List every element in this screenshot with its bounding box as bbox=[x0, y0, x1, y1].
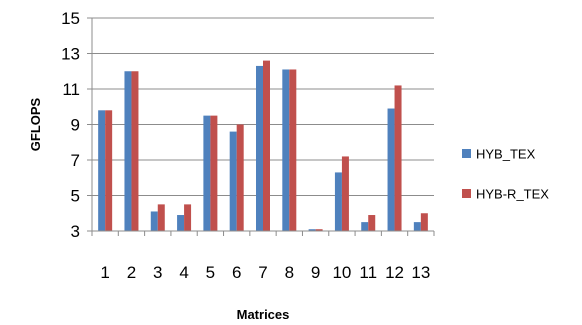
bar-hyb_tex-6 bbox=[229, 131, 237, 231]
bar-hyb-r_tex-10 bbox=[341, 156, 349, 231]
legend: HYB_TEX HYB-R_TEX bbox=[462, 147, 549, 202]
y-tick-label-3: 3 bbox=[71, 222, 80, 241]
x-tick-labels: 1 2 3 4 5 6 7 8 9 10 11 12 13 bbox=[100, 263, 430, 282]
x-tick-label-5: 5 bbox=[206, 263, 215, 282]
x-tick-label-11: 11 bbox=[359, 263, 377, 282]
bar-hyb_tex-1 bbox=[98, 110, 106, 231]
bar-hyb-r_tex-7 bbox=[263, 60, 270, 231]
bar-hyb-r_tex-9 bbox=[315, 229, 323, 231]
axes bbox=[87, 17, 435, 236]
x-tick-label-9: 9 bbox=[311, 263, 320, 282]
bar-hyb-r_tex-13 bbox=[420, 213, 428, 231]
x-tick-label-3: 3 bbox=[153, 263, 162, 282]
x-tick-label-8: 8 bbox=[285, 263, 294, 282]
bar-hyb_tex-7 bbox=[256, 65, 263, 231]
bar-hyb-r_tex-6 bbox=[236, 124, 244, 231]
x-tick-label-7: 7 bbox=[258, 263, 267, 282]
bar-hyb_tex-10 bbox=[334, 172, 342, 231]
bar-hyb-r_tex-2 bbox=[131, 71, 139, 231]
y-tick-label-15: 15 bbox=[61, 9, 80, 28]
y-axis-title: GFLOPS bbox=[28, 97, 43, 151]
legend-swatch-hyb-r_tex bbox=[462, 189, 471, 198]
legend-swatch-hyb_tex bbox=[462, 149, 471, 158]
bar-hyb_tex-5 bbox=[203, 115, 211, 231]
bar-hyb_tex-13 bbox=[413, 222, 421, 231]
x-axis-title: Matrices bbox=[237, 307, 290, 322]
legend-label-hyb-r_tex: HYB-R_TEX bbox=[476, 187, 549, 202]
x-tick-label-13: 13 bbox=[411, 263, 430, 282]
x-tick-label-12: 12 bbox=[385, 263, 404, 282]
y-tick-label-9: 9 bbox=[71, 116, 80, 135]
x-tick-label-4: 4 bbox=[179, 263, 188, 282]
bar-hyb_tex-3 bbox=[150, 211, 158, 231]
bar-hyb_tex-2 bbox=[124, 71, 132, 231]
bar-hyb-r_tex-8 bbox=[289, 69, 297, 231]
bar-hyb_tex-11 bbox=[361, 222, 369, 231]
x-tick-label-1: 1 bbox=[100, 263, 109, 282]
bar-hyb-r_tex-5 bbox=[210, 115, 218, 231]
bar-hyb_tex-12 bbox=[387, 108, 395, 231]
bars bbox=[98, 60, 428, 231]
bar-hyb-r_tex-12 bbox=[394, 85, 402, 231]
bar-hyb-r_tex-11 bbox=[368, 215, 376, 231]
x-tick-label-10: 10 bbox=[332, 263, 351, 282]
y-tick-labels: 3 5 7 9 11 13 15 bbox=[61, 9, 80, 241]
bar-hyb_tex-4 bbox=[177, 215, 185, 231]
x-tick-label-6: 6 bbox=[232, 263, 241, 282]
bar-hyb_tex-9 bbox=[308, 229, 316, 231]
bar-hyb-r_tex-3 bbox=[157, 204, 165, 231]
bar-hyb_tex-8 bbox=[282, 69, 290, 231]
x-tick-label-2: 2 bbox=[127, 263, 136, 282]
y-tick-label-7: 7 bbox=[71, 151, 80, 170]
y-tick-label-13: 13 bbox=[61, 45, 80, 64]
legend-label-hyb_tex: HYB_TEX bbox=[476, 147, 536, 162]
y-tick-label-11: 11 bbox=[62, 80, 80, 99]
y-tick-label-5: 5 bbox=[71, 187, 80, 206]
bar-hyb-r_tex-4 bbox=[184, 204, 192, 231]
bar-hyb-r_tex-1 bbox=[105, 110, 113, 231]
